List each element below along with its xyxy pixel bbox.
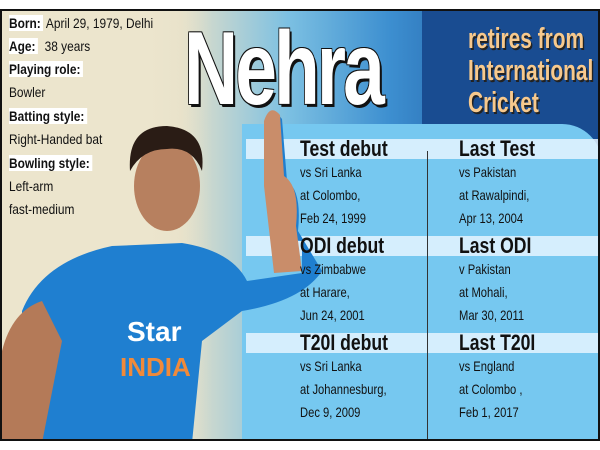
jersey-country: INDIA — [120, 352, 191, 382]
title: Nehra — [184, 11, 385, 127]
infographic: Nehra retires from International Cricket… — [0, 9, 600, 441]
subtitle-line: Cricket — [468, 87, 539, 119]
career-test-debut: Test debut vs Sri Lanka at Colombo, Feb 24,… — [300, 136, 388, 227]
strip — [246, 139, 598, 159]
profile-bowling-2: fast-medium — [9, 201, 75, 217]
subtitle-line: retires from — [468, 23, 585, 55]
career-last-odi: Last ODI v Pakistan at Mohali, Mar 30, 2011 — [459, 233, 532, 324]
profile-batting-label: Batting style: — [9, 108, 87, 124]
strip — [246, 236, 598, 256]
top-band — [422, 11, 598, 131]
subtitle: retires from International Cricket — [468, 23, 593, 119]
profile-born: Born: April 29, 1979, Delhi — [9, 15, 154, 31]
player-photo: Star INDIA — [2, 110, 322, 439]
jersey-sponsor: Star — [127, 316, 182, 347]
profile-role: Bowler — [9, 84, 46, 100]
profile-bowling: Left-arm — [9, 178, 54, 194]
profile-bowling-label: Bowling style: — [9, 155, 93, 171]
profile-age: Age: 38 years — [9, 38, 91, 54]
career-last-t20i: Last T20I vs England at Colombo , Feb 1, 20… — [459, 330, 536, 421]
career-t20i-debut: T20I debut vs Sri Lanka at Johannesburg, De… — [300, 330, 389, 421]
career-last-test: Last Test vs Pakistan at Rawalpindi, Apr 13… — [459, 136, 535, 227]
subtitle-line: International — [468, 55, 594, 87]
divider — [427, 151, 428, 439]
strip — [246, 333, 598, 353]
profile-role-label: Playing role: — [9, 61, 83, 77]
profile-batting: Right-Handed bat — [9, 131, 103, 147]
career-odi-debut: ODI debut vs Zimbabwe at Harare, Jun 24, 20… — [300, 233, 385, 324]
